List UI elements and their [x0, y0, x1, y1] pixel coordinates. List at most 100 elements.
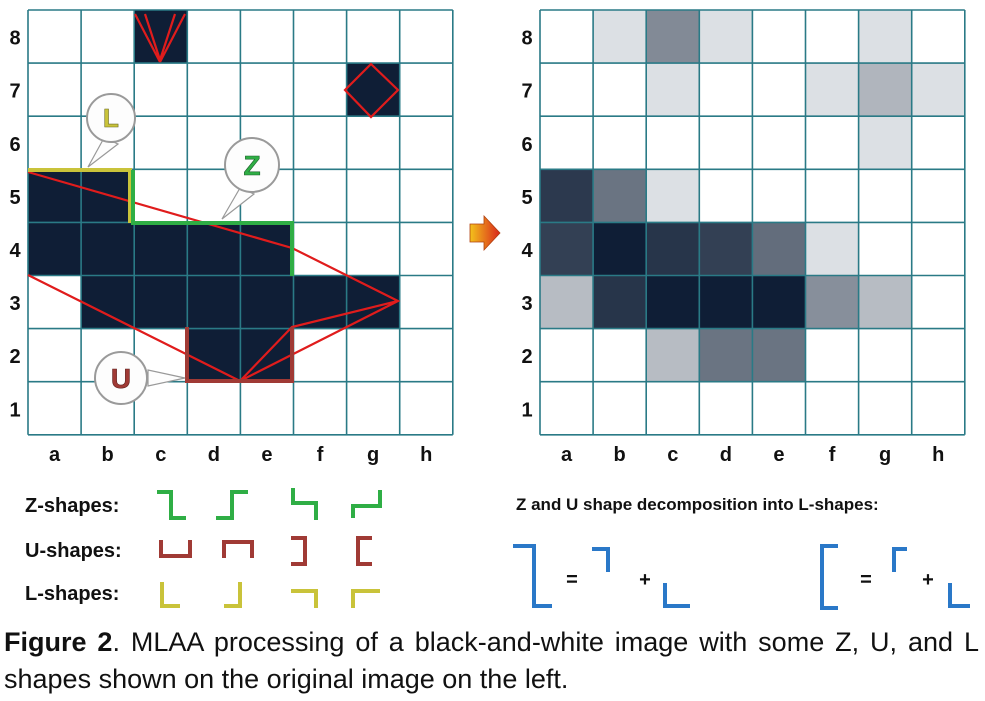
u-shape-glyph-4 — [356, 536, 372, 566]
u-shape-glyphs — [159, 536, 372, 566]
z-shape-glyph-3 — [291, 488, 318, 520]
pixel-f4 — [805, 222, 859, 276]
processed-image-grid: 8 7 6 5 4 3 2 1 a b c d e f g h — [521, 9, 966, 466]
pixel-e4 — [752, 222, 806, 276]
u-shape-glyph-2 — [222, 540, 254, 558]
processed-grid-lines — [539, 9, 966, 436]
original-row-label: 1 — [9, 399, 20, 421]
processed-row-label: 4 — [521, 240, 533, 262]
pixel-b8 — [593, 10, 647, 64]
pixel-d2 — [187, 328, 241, 383]
pixel-a5 — [540, 169, 594, 223]
pixel-e3 — [752, 275, 806, 329]
pixel-b5 — [593, 169, 647, 223]
original-col-label: g — [367, 444, 379, 466]
pixel-g7 — [858, 63, 913, 117]
l-shape-glyph-1 — [160, 582, 180, 608]
processed-col-label: f — [829, 444, 836, 466]
figure-caption: Figure 2. MLAA processing of a black-and… — [4, 624, 979, 698]
pixel-d4 — [699, 222, 753, 276]
pixel-b3 — [81, 275, 135, 329]
z-shape-glyph-2 — [216, 490, 248, 520]
pixel-d8 — [699, 10, 753, 64]
processed-col-label: e — [773, 444, 784, 466]
caption-text: . MLAA processing of a black-and-white i… — [4, 627, 979, 694]
original-image-grid: 8 7 6 5 4 3 2 1 a b c d e f g h L Z U — [9, 9, 454, 466]
z-shapes-label: Z-shapes: — [25, 495, 119, 517]
pixel-c8 — [646, 10, 700, 64]
pixel-d2 — [699, 328, 753, 383]
original-col-label: a — [49, 444, 61, 466]
transform-arrow-icon — [469, 214, 501, 252]
plus-sign-2: + — [922, 569, 934, 591]
l-shape-glyph-3 — [291, 589, 318, 608]
processed-pixels — [540, 10, 966, 383]
pixel-g3 — [858, 275, 913, 329]
original-pixels — [28, 10, 401, 383]
u-shape-outline — [185, 327, 294, 383]
u-shape-whole-glyph — [820, 544, 838, 610]
callout-l: L — [86, 93, 136, 168]
processed-row-label: 3 — [521, 293, 532, 315]
g7-edge-diamond — [343, 62, 400, 119]
pixel-c4 — [134, 222, 188, 276]
original-col-label: d — [208, 444, 220, 466]
pixel-f7 — [805, 63, 859, 117]
equals-sign-2: = — [860, 569, 872, 591]
pixel-c2 — [646, 328, 700, 383]
original-col-label: f — [317, 444, 324, 466]
decomposition-title: Z and U shape decomposition into L-shape… — [516, 495, 879, 514]
pixel-a4 — [540, 222, 594, 276]
pixel-a4 — [28, 222, 82, 276]
original-col-label: c — [155, 444, 166, 466]
l-shapes-label: L-shapes: — [25, 583, 119, 605]
u-part-l-lower-glyph — [948, 583, 970, 608]
equals-sign-1: = — [566, 569, 578, 591]
pixel-g7 — [346, 63, 401, 117]
processed-row-labels: 8 7 6 5 4 3 2 1 — [521, 28, 533, 422]
processed-row-label: 6 — [521, 134, 532, 156]
processed-col-labels: a b c d e f g h — [561, 444, 944, 466]
z-shape-glyphs — [157, 488, 382, 520]
original-row-label: 4 — [9, 240, 21, 262]
z-shape-glyph-4 — [351, 490, 382, 518]
l-shape-outline — [28, 168, 132, 223]
pixel-e3 — [240, 275, 294, 329]
callout-l-letter: L — [103, 103, 119, 133]
original-col-label: e — [261, 444, 272, 466]
plus-sign-1: + — [639, 569, 651, 591]
processed-row-label: 8 — [521, 28, 532, 50]
pixel-a3 — [540, 275, 594, 329]
pixel-e2 — [752, 328, 806, 383]
callout-u: U — [94, 351, 186, 405]
pixel-b3 — [593, 275, 647, 329]
shape-edge-lines — [27, 13, 401, 383]
u-shape-glyph-1 — [159, 540, 192, 558]
original-col-label: h — [420, 444, 432, 466]
z-shape-glyph-1 — [157, 490, 186, 520]
original-row-label: 5 — [9, 187, 20, 209]
processed-col-label: b — [614, 444, 626, 466]
pixel-b4 — [593, 222, 647, 276]
l-shape-glyphs — [160, 582, 380, 608]
c8-edge-chevron — [134, 13, 186, 63]
pixel-f3 — [805, 275, 859, 329]
original-row-label: 3 — [9, 293, 20, 315]
z-shape-outline — [131, 170, 294, 276]
original-row-label: 2 — [9, 346, 20, 368]
pixel-h7 — [911, 63, 966, 117]
original-col-label: b — [102, 444, 114, 466]
pixel-c7 — [646, 63, 700, 117]
callout-u-letter: U — [111, 363, 131, 394]
pixel-c4 — [646, 222, 700, 276]
processed-row-label: 1 — [521, 399, 532, 421]
processed-col-label: a — [561, 444, 573, 466]
pixel-d3 — [187, 275, 241, 329]
pixel-e4 — [240, 222, 294, 276]
original-row-label: 6 — [9, 134, 20, 156]
shape-legend: Z-shapes: U-shapes: L-shapes: — [25, 488, 382, 608]
callout-z: Z — [221, 137, 280, 220]
processed-col-label: g — [879, 444, 891, 466]
z-part-l-lower-glyph — [663, 583, 690, 608]
pixel-a5 — [28, 169, 82, 223]
